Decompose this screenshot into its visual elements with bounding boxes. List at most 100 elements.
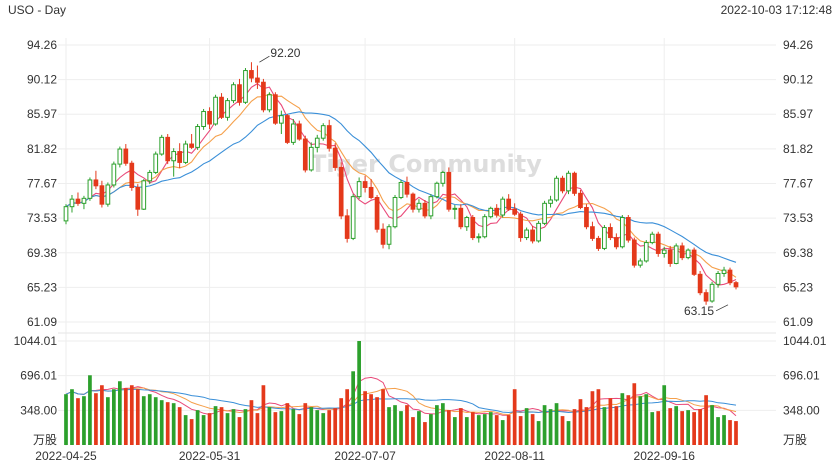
price-tick-label-right: 81.82 xyxy=(783,142,813,156)
candle-body xyxy=(625,217,631,241)
volume-bar xyxy=(566,421,571,445)
candle-body xyxy=(279,115,284,124)
volume-bar xyxy=(381,389,385,445)
candle-body xyxy=(566,172,571,192)
candle-body xyxy=(69,198,75,208)
candle-body xyxy=(578,192,583,209)
candle-body xyxy=(691,249,697,275)
volume-bar xyxy=(447,410,451,445)
candle-body xyxy=(243,70,248,103)
volume-bar xyxy=(692,412,696,445)
volume-bar xyxy=(458,408,463,445)
volume-bar xyxy=(650,412,655,445)
volume-bar xyxy=(441,403,445,445)
volume-bar xyxy=(722,415,726,445)
date-label: 2022-07-07 xyxy=(334,449,396,463)
volume-bar xyxy=(135,389,140,445)
candle-body xyxy=(135,186,141,210)
volume-bar xyxy=(518,416,523,445)
candle-body xyxy=(117,148,123,165)
candle-body xyxy=(320,125,326,139)
price-tick-label-left: 73.53 xyxy=(27,211,57,225)
volume-bar xyxy=(159,400,164,445)
price-tick-label-left: 65.23 xyxy=(27,280,57,294)
candle-body xyxy=(572,172,577,194)
volume-bar xyxy=(662,385,667,445)
volume-bar xyxy=(704,395,708,445)
volume-bar xyxy=(112,389,116,445)
volume-bar xyxy=(542,405,547,445)
candle-body xyxy=(685,249,691,259)
candle-body xyxy=(679,245,685,259)
volume-bar xyxy=(728,420,732,445)
volume-bar xyxy=(267,407,272,445)
volume-bar xyxy=(315,410,320,445)
candle-body xyxy=(608,227,613,239)
candle-body xyxy=(338,166,344,217)
volume-bar xyxy=(183,415,188,445)
volume-tick-label-right: 1044.01 xyxy=(783,334,827,348)
candle-body xyxy=(261,81,266,111)
candle-body xyxy=(494,207,500,216)
price-tick-label-right: 69.38 xyxy=(783,246,813,260)
candle-body xyxy=(643,242,649,262)
volume-bar xyxy=(117,381,122,445)
volume-bar xyxy=(536,421,541,445)
candle-body xyxy=(518,213,523,239)
grid-layer xyxy=(58,38,776,446)
candle-body xyxy=(177,151,183,163)
candle-body xyxy=(332,147,338,168)
date-label: 2022-04-25 xyxy=(35,449,97,463)
candle-body xyxy=(524,229,529,239)
volume-unit-right: 万股 xyxy=(783,433,807,447)
candle-body xyxy=(709,283,715,302)
candle-body xyxy=(542,202,547,224)
candles xyxy=(63,62,739,305)
volume-bar xyxy=(411,417,415,445)
volume-bar xyxy=(189,419,194,445)
candle-body xyxy=(165,136,171,162)
volume-bar xyxy=(464,417,469,445)
candle-body xyxy=(602,227,607,249)
date-label: 2022-05-31 xyxy=(179,449,241,463)
candle-body xyxy=(416,202,422,210)
volume-bar xyxy=(482,414,487,445)
volume-bar xyxy=(393,405,397,445)
candle-body xyxy=(673,245,679,264)
candle-body xyxy=(87,179,93,199)
volume-bar xyxy=(82,396,86,445)
candle-body xyxy=(649,233,655,244)
candle-body xyxy=(404,181,410,195)
candle-body xyxy=(171,151,177,162)
price-tick-label-left: 94.26 xyxy=(27,38,57,52)
candle-body xyxy=(614,237,619,248)
candle-body xyxy=(207,110,212,125)
candle-body xyxy=(500,198,506,216)
candle-body xyxy=(440,171,446,184)
volume-bar xyxy=(470,412,475,445)
candle-body xyxy=(249,70,254,79)
candle-body xyxy=(596,237,601,249)
volume-bar xyxy=(231,409,236,445)
volume-bar xyxy=(572,409,577,445)
candle-body xyxy=(105,184,111,205)
candle-body xyxy=(380,228,386,245)
volume-ma20-line xyxy=(65,388,737,414)
volume-bar xyxy=(578,399,583,445)
volume-bar xyxy=(201,415,206,445)
candle-body xyxy=(201,110,206,128)
price-tick-label-right: 61.09 xyxy=(783,315,813,329)
volume-bar xyxy=(524,408,529,445)
candle-body xyxy=(637,260,643,266)
annotation-leader xyxy=(259,55,270,63)
volume-bar xyxy=(710,405,714,445)
date-label: 2022-08-11 xyxy=(484,449,545,463)
candle-body xyxy=(81,197,87,204)
price-tick-label-right: 90.12 xyxy=(783,73,813,87)
candle-body xyxy=(464,217,470,228)
volume-bar xyxy=(76,398,80,445)
volume-bar xyxy=(339,398,344,445)
candle-body xyxy=(512,208,518,215)
volume-bar xyxy=(153,397,158,445)
